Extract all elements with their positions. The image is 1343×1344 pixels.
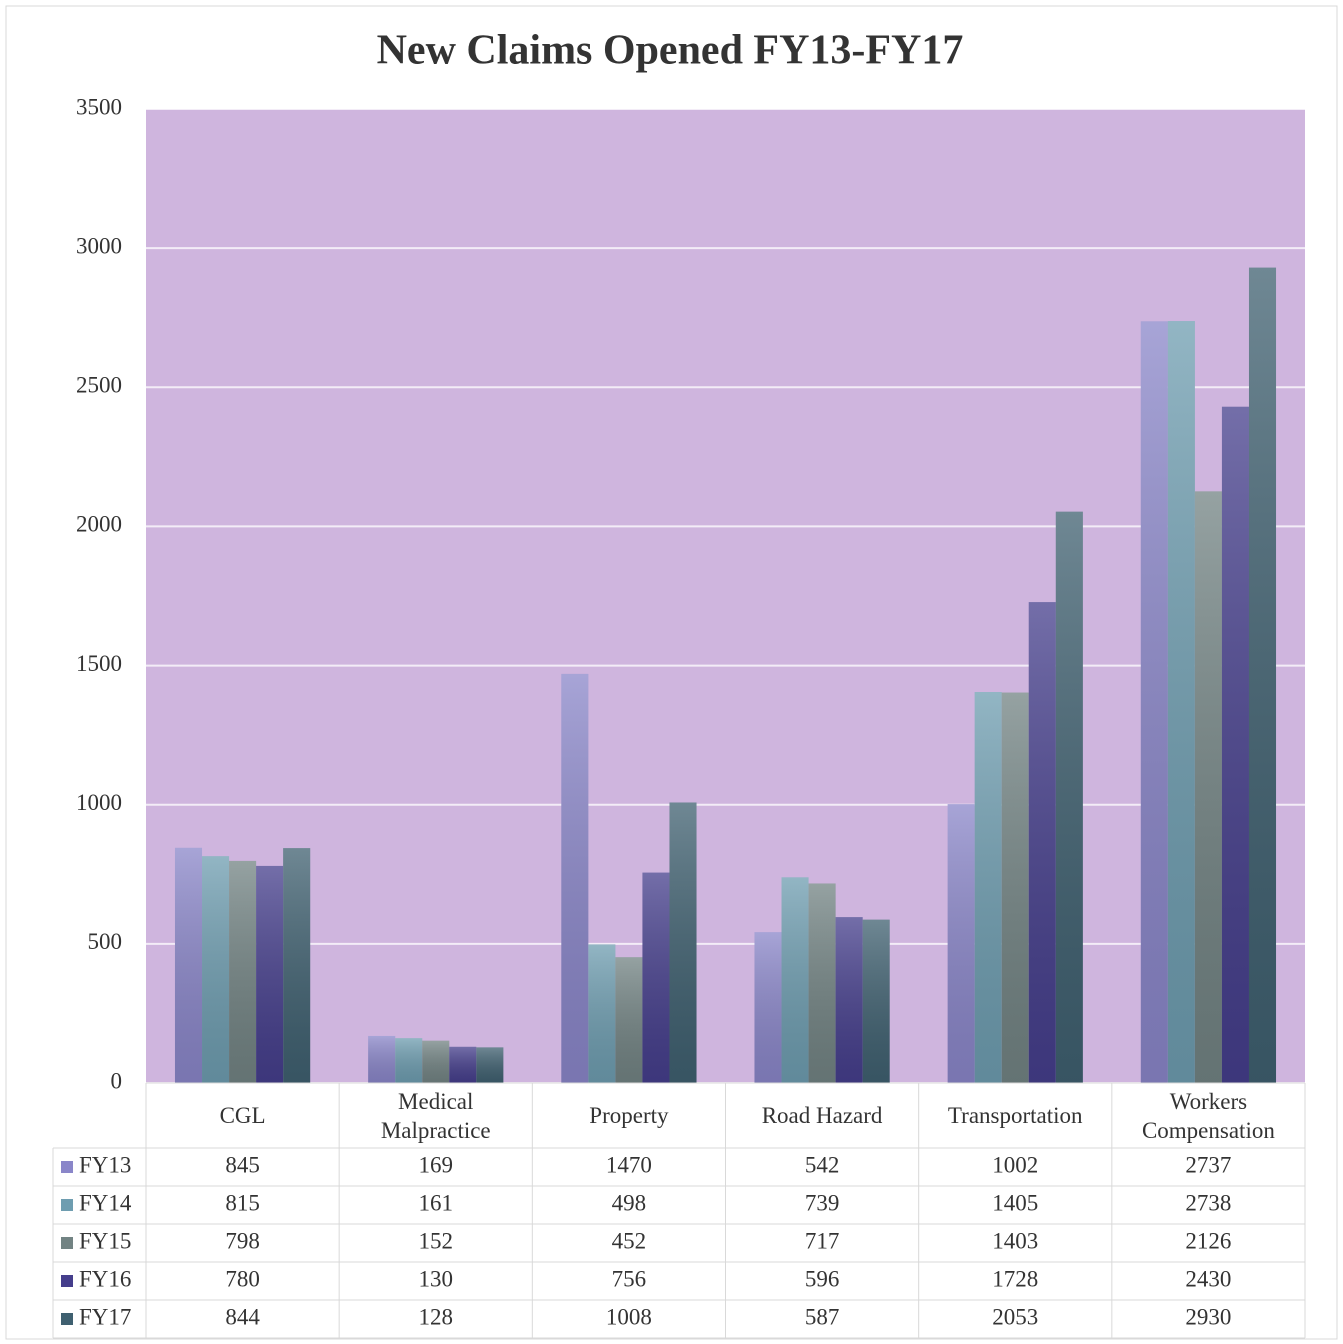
table-value: 452 [612,1228,647,1253]
legend-swatch [61,1199,73,1211]
table-value: 152 [419,1228,454,1253]
table-value: 1405 [992,1190,1038,1215]
y-tick-label: 500 [88,929,123,954]
legend-label: FY16 [79,1266,131,1291]
bar-shade [449,1046,477,1083]
bar-shade [781,877,809,1083]
table-value: 844 [225,1304,260,1329]
table-value: 798 [225,1228,260,1253]
bar-shade [642,872,670,1083]
bar-shade [1221,406,1249,1083]
table-value: 2738 [1185,1190,1231,1215]
bar-shade [835,917,863,1083]
y-tick-label: 2500 [76,373,122,398]
table-value: 596 [805,1266,840,1291]
x-tick-label: Road Hazard [761,1103,883,1128]
table-value: 1008 [606,1304,652,1329]
x-category-cell: Transportation [947,1103,1083,1128]
table-value: 1002 [992,1152,1038,1177]
plot-area [146,109,1305,1083]
table-value: 739 [805,1190,840,1215]
bar-shade [615,957,643,1083]
table-value: 542 [805,1152,840,1177]
bar-shade [1140,321,1168,1083]
table-value: 1470 [606,1152,652,1177]
bar-shade [754,932,782,1083]
y-tick-label: 2000 [76,512,122,537]
bar-shade [202,856,230,1083]
table-value: 161 [419,1190,454,1215]
bar-shade [561,673,589,1083]
bar-shade [1167,321,1195,1083]
x-category-cell: CGL [219,1103,266,1128]
bar-shade [808,883,836,1083]
x-tick-label: CGL [219,1103,266,1128]
table-value: 128 [419,1304,454,1329]
y-tick-label: 0 [111,1068,123,1093]
x-category-cell: Workers Compensation [1141,1088,1275,1143]
legend-label: FY15 [79,1228,131,1253]
x-tick-label: Property [589,1103,669,1128]
bar-shade [588,944,616,1083]
bar-shade [1001,692,1029,1083]
bar-shade [974,692,1002,1083]
table-value: 2430 [1185,1266,1231,1291]
bar-shade [476,1047,504,1083]
y-tick-label: 1500 [76,651,122,676]
table-value: 2126 [1185,1228,1231,1253]
table-value: 717 [805,1228,840,1253]
x-tick-label: Medical Malpractice [380,1088,491,1143]
bar-shade [862,919,890,1083]
x-category-cell: Property [589,1103,669,1128]
legend-label: FY17 [79,1304,131,1329]
legend-label: FY14 [79,1190,132,1215]
bar-shade [1194,491,1222,1083]
x-category-cell: Road Hazard [761,1103,883,1128]
bar-shade [229,860,257,1083]
table-value: 2737 [1185,1152,1231,1177]
table-value: 756 [612,1266,647,1291]
bar-shade [174,847,203,1083]
table-value: 845 [225,1152,260,1177]
y-tick-label: 1000 [76,790,122,815]
legend-label: FY13 [79,1152,131,1177]
legend-swatch [61,1275,73,1287]
table-value: 780 [225,1266,260,1291]
bar-shade [395,1038,423,1083]
table-value: 1403 [992,1228,1038,1253]
bar-shade [669,802,697,1083]
bar-shade [256,865,284,1083]
y-tick-label: 3000 [76,233,122,258]
bar-shade [283,848,311,1083]
x-tick-label: Transportation [947,1103,1083,1128]
chart-title: New Claims Opened FY13-FY17 [377,28,964,74]
bar-shade [1055,511,1083,1083]
table-value: 169 [419,1152,454,1177]
x-category-cell: Medical Malpractice [380,1088,491,1143]
table-value: 130 [419,1266,454,1291]
table-value: 498 [612,1190,647,1215]
bar-shade [368,1035,396,1083]
legend-swatch [61,1313,73,1325]
table-value: 2053 [992,1304,1038,1329]
x-tick-label: Workers Compensation [1141,1088,1275,1143]
table-value: 2930 [1185,1304,1231,1329]
bar-shade [947,804,975,1083]
bar-shade [422,1040,450,1083]
legend-swatch [61,1161,73,1173]
bar-shade [1248,267,1277,1083]
bar-shade [1028,602,1056,1083]
table-value: 815 [225,1190,260,1215]
table-value: 1728 [992,1266,1038,1291]
y-tick-label: 3500 [76,94,122,119]
table-value: 587 [805,1304,840,1329]
legend-swatch [61,1237,73,1249]
